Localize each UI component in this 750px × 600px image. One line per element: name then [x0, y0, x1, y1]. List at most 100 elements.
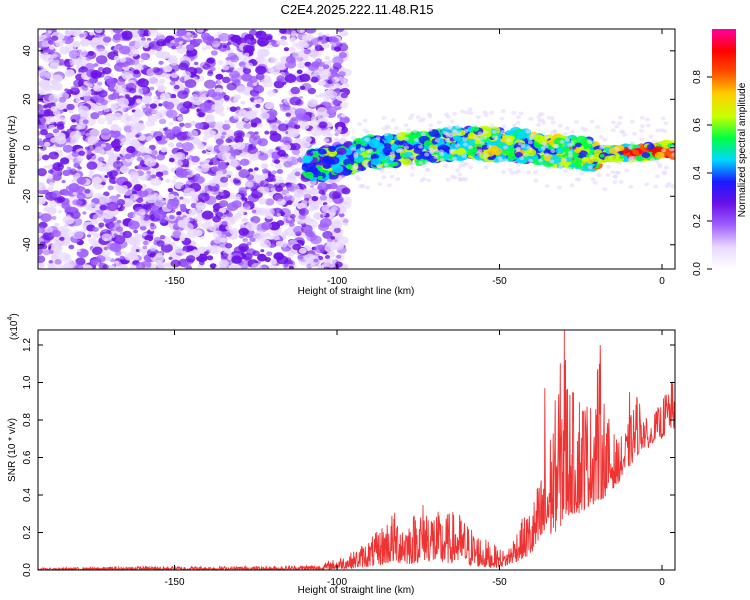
heatmap-cell — [430, 148, 436, 153]
heatmap-cell — [486, 144, 492, 149]
heatmap-cell — [477, 131, 483, 136]
heatmap-cell — [62, 169, 71, 177]
heatmap-cell — [334, 46, 342, 52]
heatmap-cell — [250, 122, 258, 128]
heatmap-cell — [38, 255, 46, 264]
heatmap-cell — [164, 129, 175, 138]
heatmap-cell — [237, 210, 245, 216]
heatmap-cell — [116, 219, 122, 224]
heatmap-cell — [68, 109, 74, 114]
heatmap-cell — [508, 168, 514, 173]
heatmap-cell — [289, 96, 301, 106]
heatmap-cell — [118, 45, 131, 55]
heatmap-cell — [245, 45, 255, 53]
heatmap-cell — [184, 122, 192, 129]
snr-multiplier-base: (x10 — [9, 320, 20, 340]
heatmap-cell — [322, 156, 330, 162]
heatmap-cell — [574, 148, 582, 154]
heatmap-cell — [409, 113, 415, 118]
heatmap-cell — [208, 179, 217, 187]
heatmap-cell — [121, 61, 129, 68]
heatmap-cell — [415, 115, 421, 120]
heatmap-cell — [342, 83, 350, 89]
heatmap-cell — [120, 30, 133, 40]
heatmap-cell — [69, 130, 82, 140]
heatmap-cell — [290, 36, 297, 41]
heatmap-cell — [124, 252, 135, 261]
heatmap-cell — [564, 137, 570, 142]
heatmap-cell — [659, 128, 665, 133]
heatmap-cell — [155, 34, 166, 42]
heatmap-cell — [310, 36, 315, 40]
heatmap-cell — [52, 162, 64, 171]
heatmap-cell — [424, 160, 430, 165]
heatmap-cell — [43, 141, 51, 147]
heatmap-cell — [468, 165, 474, 170]
heatmap-cell — [171, 45, 176, 50]
heatmap-cell — [639, 115, 645, 120]
heatmap-cell — [179, 196, 184, 200]
heatmap-cell — [438, 149, 444, 154]
heatmap-cell — [562, 131, 568, 136]
heatmap-cell — [217, 60, 224, 66]
heatmap-cell — [112, 36, 121, 43]
heatmap-cell — [331, 99, 340, 106]
heatmap-cell — [312, 55, 317, 59]
heatmap-cell — [550, 120, 556, 125]
heatmap-cell — [610, 120, 616, 125]
snr-frame — [37, 329, 676, 571]
heatmap-cell — [304, 171, 314, 179]
heatmap-cell — [383, 142, 392, 149]
heatmap-cell — [304, 244, 309, 249]
heatmap-cell — [43, 165, 49, 169]
heatmap-cell — [610, 170, 616, 175]
heatmap-cell — [230, 66, 235, 71]
heatmap-cell — [259, 179, 269, 188]
heatmap-cell — [258, 197, 267, 205]
heatmap-cell — [201, 150, 207, 154]
heatmap-cell — [49, 62, 60, 70]
heatmap-cell — [592, 180, 598, 185]
heatmap-cell — [354, 175, 360, 180]
heatmap-cell — [389, 174, 395, 179]
heatmap-cell — [142, 240, 149, 246]
heatmap-cell — [308, 63, 319, 72]
heatmap-cell — [473, 136, 479, 141]
heatmap-cell — [270, 57, 278, 64]
heatmap-cell — [390, 118, 396, 123]
heatmap-cell — [64, 58, 70, 63]
heatmap-cell — [318, 121, 328, 129]
heatmap-cell — [260, 147, 267, 153]
heatmap-cell — [220, 162, 227, 167]
heatmap-cell — [48, 151, 60, 160]
colorbar-gradient — [712, 29, 736, 269]
heatmap-cell — [146, 76, 158, 85]
heatmap-cell — [213, 208, 219, 213]
heatmap-cell — [413, 137, 419, 142]
heatmap-cell — [39, 91, 44, 96]
heatmap-cell — [290, 86, 301, 95]
heatmap-cell — [200, 235, 205, 240]
snr-y-ticks: 0.0 0.2 0.4 0.6 0.8 1.0 1.2 — [22, 338, 675, 577]
heatmap-cell — [462, 142, 468, 147]
heatmap-cell — [72, 41, 81, 48]
heatmap-cell — [455, 124, 461, 129]
heatmap-cell — [302, 136, 312, 144]
heatmap-cell — [483, 165, 489, 170]
heatmap-cell — [75, 257, 86, 266]
heatmap-cell — [620, 130, 626, 135]
colorbar-tick-label: 0.0 — [692, 262, 703, 276]
heatmap-cell — [541, 141, 547, 146]
heatmap-cell — [207, 69, 214, 75]
snr-y-tick-label: 1.0 — [22, 375, 33, 389]
heatmap-cell — [215, 170, 224, 177]
heatmap-cell — [94, 29, 103, 34]
heatmap-cell — [142, 245, 148, 250]
heatmap-cell — [235, 85, 247, 94]
heatmap-cell — [334, 132, 339, 137]
heatmap-cell — [246, 39, 252, 43]
snr-multiplier-exp: 4 — [7, 317, 14, 321]
heatmap-cell — [50, 137, 58, 143]
heatmap-cell — [655, 128, 661, 133]
heatmap-cell — [426, 112, 432, 117]
